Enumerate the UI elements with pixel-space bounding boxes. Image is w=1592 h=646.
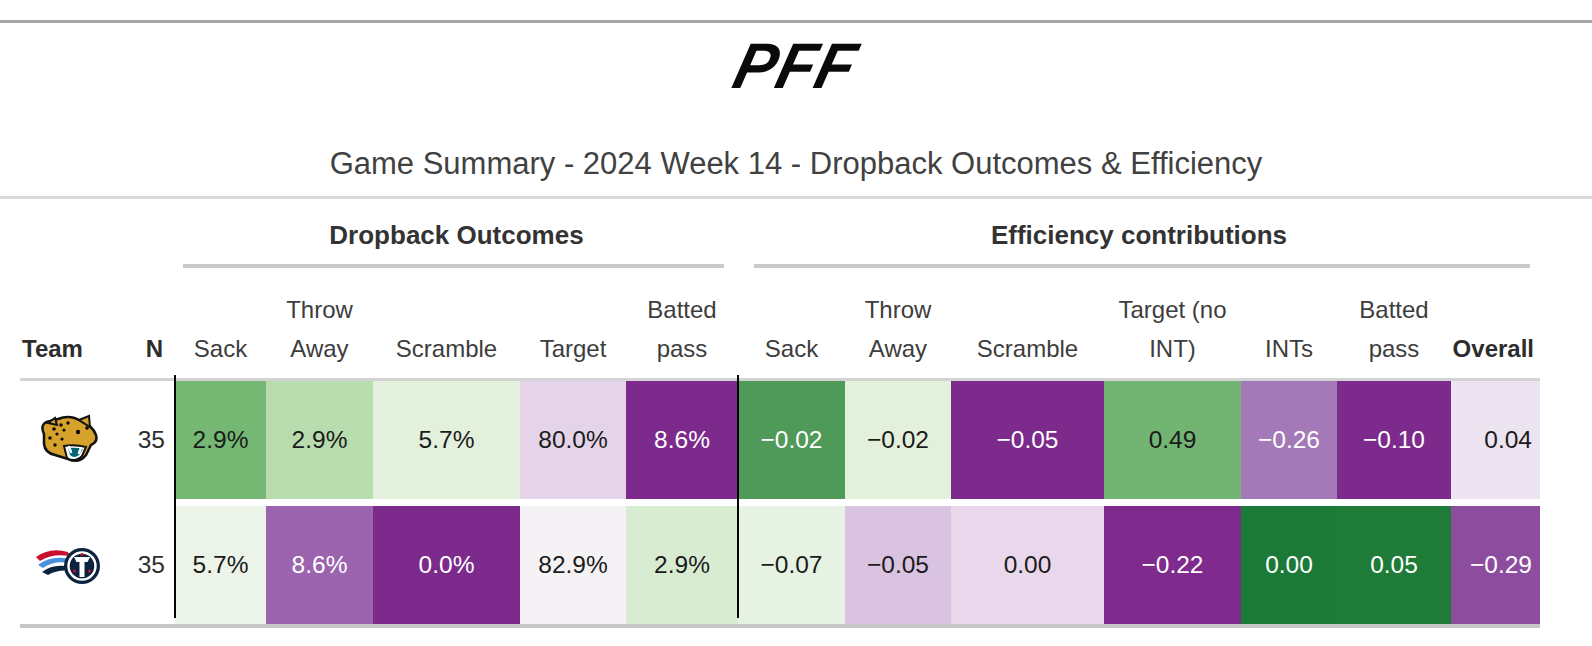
value-scramble-pct: 0.0% — [373, 506, 520, 624]
col-header-eff-throw-away: Throw Away — [845, 268, 951, 378]
col-header-eff-batted-pass: Batted pass — [1337, 268, 1451, 378]
value-sack-pct: 2.9% — [175, 381, 266, 499]
team-cell — [20, 381, 115, 499]
value-target-pct: 82.9% — [520, 506, 626, 624]
group-spacer — [20, 212, 175, 268]
value-eff-batted-pass: −0.10 — [1337, 381, 1451, 499]
col-header-n: N — [115, 268, 175, 378]
value-batted-pass-pct: 2.9% — [626, 506, 738, 624]
group-efficiency-contributions: Efficiency contributions — [738, 212, 1540, 268]
summary-table: Dropback Outcomes Efficiency contributio… — [20, 212, 1540, 628]
col-header-batted-pass: Batted pass — [626, 268, 738, 378]
value-eff-sack: −0.07 — [738, 506, 845, 624]
pff-game-summary-graphic: PFF Game Summary - 2024 Week 14 - Dropba… — [0, 0, 1592, 646]
value-overall: −0.29 — [1451, 506, 1540, 624]
value-eff-scramble: 0.00 — [951, 506, 1104, 624]
group-header-row: Dropback Outcomes Efficiency contributio… — [20, 212, 1540, 268]
group-label: Dropback Outcomes — [175, 212, 738, 251]
col-header-overall: Overall — [1451, 268, 1540, 378]
pff-logo: PFF — [0, 29, 1592, 103]
col-header-team: Team — [20, 268, 115, 378]
value-sack-pct: 5.7% — [175, 506, 266, 624]
page-title: Game Summary - 2024 Week 14 - Dropback O… — [0, 146, 1592, 182]
value-scramble-pct: 5.7% — [373, 381, 520, 499]
col-header-eff-sack: Sack — [738, 268, 845, 378]
value-target-pct: 80.0% — [520, 381, 626, 499]
value-throw-away-pct: 8.6% — [266, 506, 373, 624]
n-cell: 35 — [115, 506, 175, 624]
jaguars-logo — [34, 414, 102, 466]
table-row-jaguars: 35 2.9% 2.9% 5.7% 80.0% 8.6% −0.02 −0.02… — [20, 381, 1540, 499]
column-header-row: Team N Sack Throw Away Scramble Target B… — [20, 268, 1540, 381]
titans-logo — [34, 540, 106, 590]
bottom-divider — [20, 624, 1540, 628]
col-header-scramble: Scramble — [373, 268, 520, 378]
value-eff-throw-away: −0.02 — [845, 381, 951, 499]
col-header-target-no-int: Target (no INT) — [1104, 268, 1241, 378]
top-divider — [0, 20, 1592, 23]
group-dropback-outcomes: Dropback Outcomes — [175, 212, 738, 268]
col-header-eff-scramble: Scramble — [951, 268, 1104, 378]
value-eff-ints: 0.00 — [1241, 506, 1337, 624]
col-header-ints: INTs — [1241, 268, 1337, 378]
title-divider — [0, 196, 1592, 199]
value-overall: 0.04 — [1451, 381, 1540, 499]
value-batted-pass-pct: 8.6% — [626, 381, 738, 499]
value-eff-ints: −0.26 — [1241, 381, 1337, 499]
n-cell: 35 — [115, 381, 175, 499]
group-label: Efficiency contributions — [738, 212, 1540, 251]
value-eff-batted-pass: 0.05 — [1337, 506, 1451, 624]
col-header-sack: Sack — [175, 268, 266, 378]
value-eff-scramble: −0.05 — [951, 381, 1104, 499]
value-eff-target-no-int: 0.49 — [1104, 381, 1241, 499]
team-data-divider — [174, 375, 176, 618]
col-header-throw-away: Throw Away — [266, 268, 373, 378]
value-eff-throw-away: −0.05 — [845, 506, 951, 624]
col-header-target: Target — [520, 268, 626, 378]
value-eff-target-no-int: −0.22 — [1104, 506, 1241, 624]
value-throw-away-pct: 2.9% — [266, 381, 373, 499]
table-row-titans: 35 5.7% 8.6% 0.0% 82.9% 2.9% −0.07 −0.05… — [20, 506, 1540, 624]
value-eff-sack: −0.02 — [738, 381, 845, 499]
team-cell — [20, 506, 115, 624]
group-divider — [737, 375, 739, 618]
